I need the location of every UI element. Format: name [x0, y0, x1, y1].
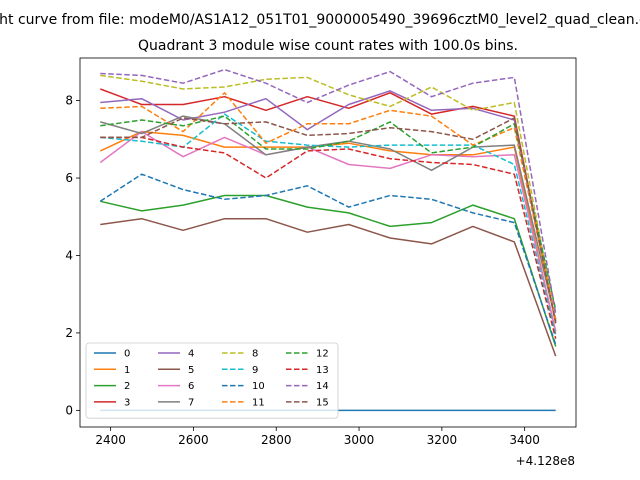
- x-tick-label-2600: 2600: [178, 433, 209, 447]
- legend-label-11: 11: [252, 397, 265, 408]
- x-tick-label-2400: 2400: [95, 433, 126, 447]
- x-tick-label-3200: 3200: [427, 433, 458, 447]
- y-tick-label-8: 8: [65, 94, 73, 108]
- figure-suptitle: Light curve from file: modeM0/AS1A12_051…: [0, 12, 640, 28]
- series-line-2: [100, 194, 557, 347]
- y-tick-label-2: 2: [65, 326, 73, 340]
- x-tick-label-2800: 2800: [261, 433, 292, 447]
- legend-label-9: 9: [252, 365, 258, 376]
- legend-label-2: 2: [124, 381, 130, 392]
- series-line-8: [100, 74, 557, 320]
- series-line-3: [100, 88, 557, 324]
- legend-label-4: 4: [188, 349, 194, 360]
- series-lines: [99, 68, 557, 412]
- legend-label-5: 5: [188, 365, 194, 376]
- series-line-11: [100, 92, 557, 320]
- series-line-5: [100, 217, 557, 357]
- legend-label-6: 6: [188, 381, 194, 392]
- series-line-10: [99, 173, 557, 345]
- legend-label-15: 15: [316, 397, 329, 408]
- series-line-14: [100, 68, 557, 314]
- series-line-13: [100, 136, 557, 339]
- x-offset-label: +4.128e8: [516, 454, 575, 468]
- plot-area: [99, 68, 557, 412]
- y-tick-label-0: 0: [65, 403, 73, 417]
- legend-label-1: 1: [124, 365, 130, 376]
- series-line-7: [100, 115, 557, 322]
- axes: 2400 2600 2800 3000 3200 3400 0 2 4 6 8: [65, 57, 577, 447]
- legend-label-10: 10: [252, 381, 265, 392]
- legend-label-13: 13: [316, 365, 329, 376]
- y-tick-label-4: 4: [65, 248, 73, 262]
- legend-label-7: 7: [188, 397, 194, 408]
- series-line-6: [99, 130, 557, 332]
- legend-label-14: 14: [316, 381, 329, 392]
- series-line-15: [100, 117, 557, 324]
- x-tick-label-3400: 3400: [509, 433, 540, 447]
- series-line-12: [100, 115, 557, 310]
- series-line-4: [100, 90, 557, 322]
- chart-title: Quadrant 3 module wise count rates with …: [138, 38, 518, 54]
- legend-frame: [85, 342, 339, 419]
- y-tick-label-6: 6: [65, 171, 73, 185]
- legend-label-8: 8: [252, 349, 258, 360]
- legend-label-12: 12: [316, 349, 329, 360]
- axes-frame: [79, 57, 577, 428]
- x-tick-label-3000: 3000: [344, 433, 375, 447]
- legend-label-0: 0: [124, 349, 130, 360]
- legend-label-3: 3: [124, 397, 130, 408]
